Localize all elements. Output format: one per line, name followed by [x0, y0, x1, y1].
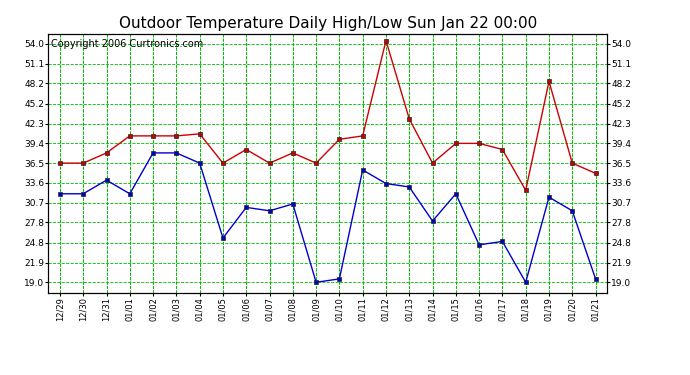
- Text: Copyright 2006 Curtronics.com: Copyright 2006 Curtronics.com: [51, 39, 204, 49]
- Title: Outdoor Temperature Daily High/Low Sun Jan 22 00:00: Outdoor Temperature Daily High/Low Sun J…: [119, 16, 537, 31]
